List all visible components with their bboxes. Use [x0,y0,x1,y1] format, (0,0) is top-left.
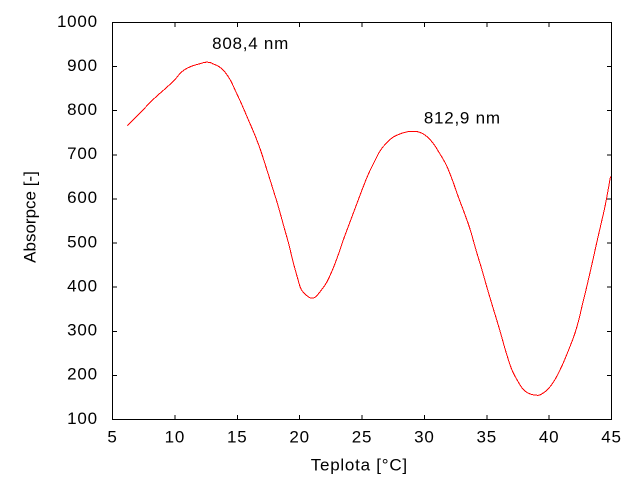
svg-text:10: 10 [165,427,185,446]
svg-text:900: 900 [67,56,98,75]
svg-text:500: 500 [67,232,98,251]
svg-text:100: 100 [67,409,98,428]
svg-text:15: 15 [227,427,247,446]
svg-text:5: 5 [107,427,117,446]
svg-text:30: 30 [414,427,434,446]
svg-text:40: 40 [539,427,559,446]
svg-text:200: 200 [67,365,98,384]
svg-text:800: 800 [67,100,98,119]
svg-text:25: 25 [352,427,372,446]
svg-text:Absorpce [-]: Absorpce [-] [21,171,40,263]
svg-text:1000: 1000 [57,12,98,31]
svg-text:700: 700 [67,144,98,163]
svg-text:Teplota [°C]: Teplota [°C] [311,455,408,474]
svg-text:808,4 nm: 808,4 nm [212,34,289,53]
svg-text:300: 300 [67,321,98,340]
svg-text:812,9 nm: 812,9 nm [424,109,501,128]
svg-text:20: 20 [289,427,309,446]
svg-text:400: 400 [67,276,98,295]
svg-text:600: 600 [67,188,98,207]
svg-text:35: 35 [477,427,497,446]
svg-text:45: 45 [601,427,621,446]
